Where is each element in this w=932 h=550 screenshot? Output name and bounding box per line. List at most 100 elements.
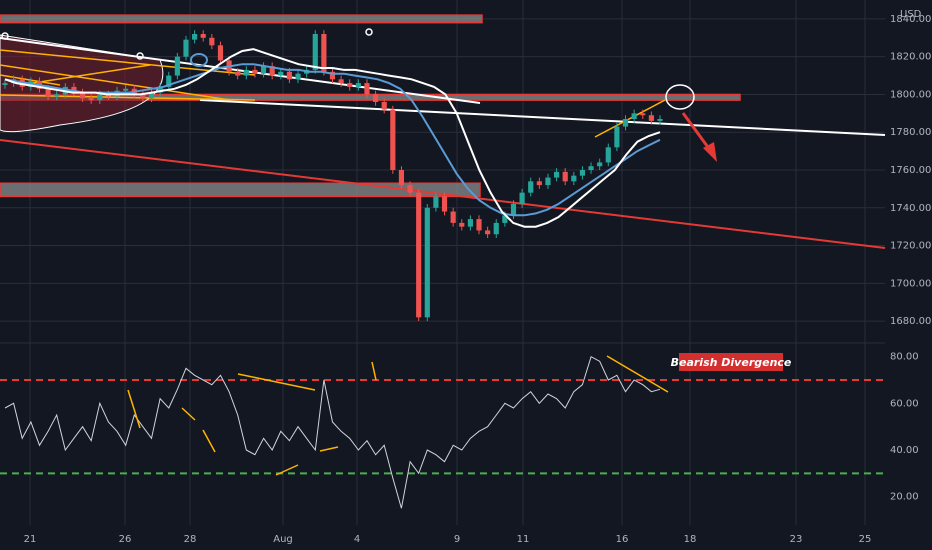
candle <box>140 94 146 99</box>
rsi-pane <box>0 355 885 509</box>
red-trendline <box>0 139 886 249</box>
rsi-divergence-line <box>237 373 316 391</box>
orange-trendline <box>0 74 61 86</box>
candle <box>209 37 215 46</box>
y-tick-label: 1800.000 <box>890 89 932 100</box>
candle <box>338 79 344 84</box>
moving-averages <box>4 48 661 228</box>
candle <box>71 86 77 93</box>
candle <box>553 171 560 178</box>
price-zone <box>0 93 741 101</box>
y-tick-label: 1760.000 <box>890 165 932 176</box>
candle <box>648 115 654 121</box>
orange-trendline <box>594 99 666 138</box>
circle-marker <box>136 52 144 60</box>
x-tick-label: 25 <box>859 534 872 545</box>
rsi-divergence-line <box>127 389 141 429</box>
y-tick-label: 1840.000 <box>890 14 932 25</box>
candle <box>329 71 336 80</box>
rsi-divergence-line <box>275 464 299 476</box>
candle <box>398 170 405 186</box>
candle <box>252 69 258 74</box>
candle <box>528 181 534 193</box>
candle <box>295 73 301 80</box>
candle <box>562 171 568 182</box>
candle <box>2 83 8 85</box>
rsi-divergence-line <box>202 429 216 453</box>
candle <box>597 162 603 167</box>
candle <box>278 71 284 76</box>
candle <box>192 34 198 40</box>
candle <box>502 215 508 223</box>
candle <box>545 177 551 186</box>
candle <box>614 126 620 148</box>
rsi-tick-label: 60.00 <box>890 398 919 409</box>
rsi-tick-label: 40.00 <box>890 445 919 456</box>
candle <box>166 75 172 87</box>
candle <box>88 98 94 101</box>
candle <box>364 83 370 95</box>
bearish-divergence-text: Bearish Divergence <box>671 356 792 369</box>
price-zone <box>0 182 481 198</box>
orange-trendline <box>0 94 256 101</box>
circle-marker <box>365 28 373 36</box>
candle <box>416 192 422 318</box>
candle <box>424 207 430 318</box>
candle <box>79 92 86 99</box>
candle <box>123 88 129 91</box>
x-tick-label: 9 <box>454 534 460 545</box>
candle <box>493 222 499 235</box>
rsi-tick-label: 20.00 <box>890 492 919 503</box>
candle <box>588 166 594 170</box>
rsi-divergence-line <box>606 355 669 393</box>
x-tick-label: 26 <box>119 534 132 545</box>
white-trendline-lower <box>199 99 886 136</box>
x-tick-label: Aug <box>273 534 293 545</box>
price-zones <box>0 14 741 198</box>
candle <box>485 230 491 235</box>
candle <box>312 34 318 70</box>
candle <box>269 66 275 76</box>
candle <box>605 147 611 163</box>
candle <box>510 204 517 216</box>
candle <box>441 196 448 212</box>
candle <box>536 181 542 186</box>
rsi-divergence-line <box>371 361 377 381</box>
x-tick-label: 28 <box>184 534 197 545</box>
candle <box>476 219 482 231</box>
price-zone <box>0 14 483 24</box>
candle <box>390 109 396 170</box>
candle <box>286 71 292 80</box>
candle <box>631 113 637 119</box>
candle <box>235 71 241 76</box>
y-tick-label: 1740.000 <box>890 203 932 214</box>
x-tick-label: 16 <box>616 534 629 545</box>
candle <box>183 39 189 57</box>
candle <box>657 119 663 121</box>
candle <box>640 113 646 116</box>
rsi-divergence-line <box>181 407 196 421</box>
candle <box>347 83 353 87</box>
candle <box>459 222 465 227</box>
x-tick-label: 21 <box>24 534 37 545</box>
trendlines <box>0 37 886 249</box>
annotations <box>1 28 717 162</box>
y-tick-label: 1680.000 <box>890 316 932 327</box>
candle <box>373 94 379 102</box>
y-tick-label: 1700.000 <box>890 278 932 289</box>
candle <box>519 192 525 204</box>
ma-blue-line <box>4 63 661 217</box>
x-tick-label: 4 <box>354 534 360 545</box>
ma-white-line <box>4 48 661 228</box>
candle <box>148 92 155 99</box>
rsi-line <box>4 355 661 509</box>
candle <box>174 56 180 76</box>
candle <box>571 175 577 182</box>
currency-label: USD <box>900 9 922 20</box>
axes: USD 1840.000 1820.000 1800.000 1780.000 1760… <box>24 9 932 545</box>
candle <box>200 34 206 38</box>
candle <box>217 45 224 61</box>
white-trendline-upper <box>0 37 481 104</box>
candle <box>407 185 413 193</box>
